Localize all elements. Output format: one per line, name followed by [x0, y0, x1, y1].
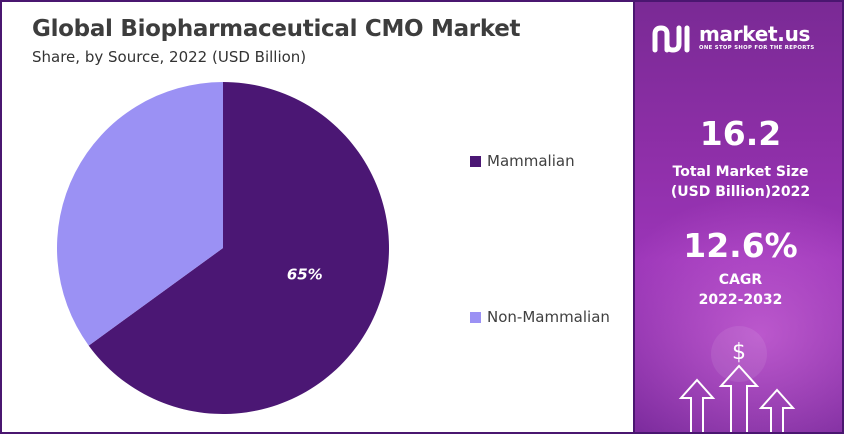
market-size-label-line-1: Total Market Size	[672, 164, 809, 180]
chart-subtitle: Share, by Source, 2022 (USD Billion)	[32, 48, 307, 66]
coin-circle	[711, 326, 767, 382]
info-panel: market.us ONE STOP SHOP FOR THE REPORTS …	[633, 0, 844, 434]
market-us-logo-icon	[652, 25, 690, 53]
legend-label-non-mammalian: Non-Mammalian	[487, 308, 610, 326]
pie-data-label-mammalian: 65%	[287, 265, 323, 283]
brand-logo: market.us ONE STOP SHOP FOR THE REPORTS	[651, 24, 815, 54]
cagr-value: 12.6%	[683, 226, 798, 265]
cagr-label: CAGR	[718, 272, 763, 288]
cagr-period: 2022-2032	[698, 292, 783, 308]
legend-item-non-mammalian: Non-Mammalian	[470, 308, 610, 326]
pie-chart: 65%	[56, 82, 389, 414]
background-glow	[635, 192, 842, 432]
pie-slice-non-mammalian	[56, 82, 223, 346]
arrow-up-icon-right	[758, 388, 796, 432]
market-size-value: 16.2	[699, 114, 782, 153]
dollar-icon: $	[732, 340, 746, 365]
pie-slice-mammalian	[88, 82, 389, 414]
market-size-label-line-2: (USD Billion)2022	[670, 184, 811, 200]
legend-item-mammalian: Mammalian	[470, 152, 575, 170]
chart-title: Global Biopharmaceutical CMO Market	[32, 16, 521, 42]
brand-tagline: ONE STOP SHOP FOR THE REPORTS	[699, 45, 815, 51]
growth-arrows-decoration: $	[678, 326, 796, 432]
arrow-up-icon-center	[718, 364, 760, 432]
legend-swatch-mammalian	[470, 155, 481, 167]
brand-name: market.us	[699, 22, 811, 46]
legend-label-mammalian: Mammalian	[487, 152, 575, 170]
legend-swatch-non-mammalian	[470, 311, 481, 323]
chart-panel: Global Biopharmaceutical CMO Market Shar…	[0, 0, 633, 434]
arrow-up-icon-left	[678, 378, 716, 432]
